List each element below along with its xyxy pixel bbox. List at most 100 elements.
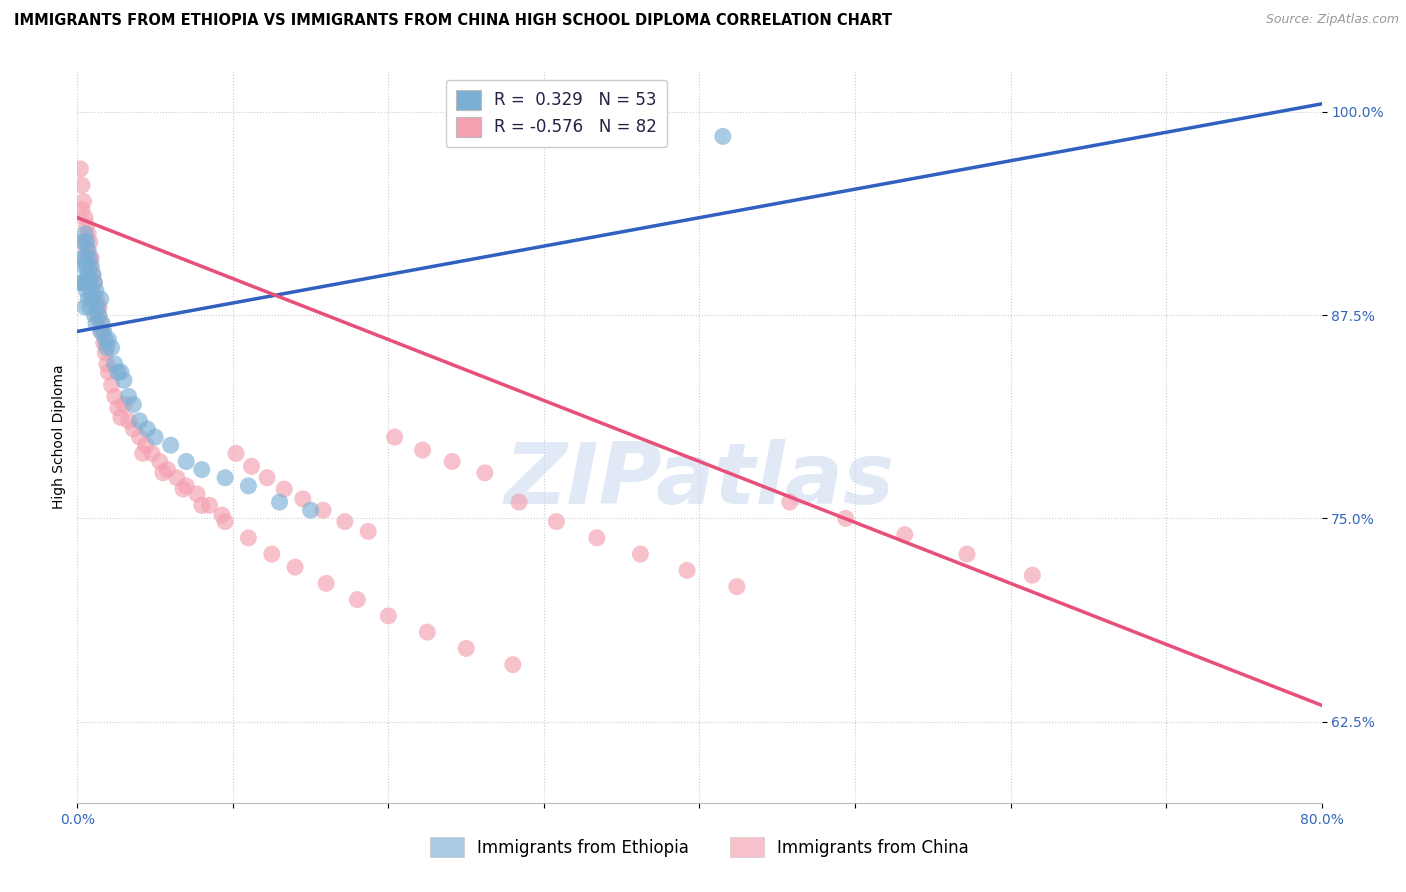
Point: [628, 547, 651, 561]
Point: [90, 316, 112, 330]
Point: [1187, 812, 1209, 826]
Point: [291, 491, 314, 506]
Point: [159, 438, 181, 452]
Point: [76, 260, 98, 274]
Point: [441, 454, 464, 468]
Point: [70, 252, 93, 266]
Point: [84, 284, 107, 298]
Point: [384, 430, 406, 444]
Point: [456, 641, 478, 656]
Point: [174, 454, 197, 468]
Point: [97, 365, 120, 379]
Point: [711, 129, 734, 144]
Point: [96, 357, 118, 371]
Point: [82, 292, 104, 306]
Point: [77, 227, 100, 241]
Point: [725, 580, 748, 594]
Point: [96, 341, 118, 355]
Point: [198, 499, 221, 513]
Point: [894, 527, 917, 541]
Point: [97, 333, 120, 347]
Point: [299, 503, 322, 517]
Point: [83, 276, 105, 290]
Text: Source: ZipAtlas.com: Source: ZipAtlas.com: [1265, 13, 1399, 27]
Legend: Immigrants from Ethiopia, Immigrants from China: Immigrants from Ethiopia, Immigrants fro…: [423, 830, 976, 864]
Point: [191, 499, 214, 513]
Point: [779, 495, 801, 509]
Point: [87, 300, 110, 314]
Point: [84, 292, 107, 306]
Point: [77, 292, 100, 306]
Point: [104, 357, 127, 371]
Point: [91, 316, 114, 330]
Point: [75, 235, 97, 249]
Point: [75, 211, 97, 225]
Point: [214, 515, 236, 529]
Point: [79, 300, 101, 314]
Point: [77, 243, 100, 257]
Point: [91, 325, 114, 339]
Point: [93, 335, 115, 350]
Point: [93, 325, 115, 339]
Point: [240, 459, 263, 474]
Point: [357, 524, 380, 539]
Point: [149, 454, 172, 468]
Point: [191, 462, 214, 476]
Point: [585, 531, 607, 545]
Point: [269, 495, 291, 509]
Point: [104, 389, 127, 403]
Point: [110, 410, 132, 425]
Point: [377, 608, 399, 623]
Y-axis label: High School Diploma: High School Diploma: [52, 365, 66, 509]
Point: [546, 515, 568, 529]
Point: [77, 252, 100, 266]
Point: [112, 398, 135, 412]
Point: [346, 592, 368, 607]
Point: [238, 531, 260, 545]
Point: [80, 252, 103, 266]
Point: [76, 284, 98, 298]
Point: [128, 430, 150, 444]
Point: [122, 422, 145, 436]
Point: [416, 625, 439, 640]
Point: [94, 345, 117, 359]
Point: [80, 284, 103, 298]
Point: [87, 308, 110, 322]
Point: [143, 430, 166, 444]
Point: [75, 227, 97, 241]
Point: [152, 466, 174, 480]
Point: [131, 446, 153, 460]
Point: [312, 503, 335, 517]
Point: [412, 443, 434, 458]
Point: [82, 292, 104, 306]
Point: [1021, 568, 1043, 582]
Point: [676, 563, 699, 577]
Point: [90, 292, 112, 306]
Point: [79, 235, 101, 249]
Point: [84, 316, 107, 330]
Point: [136, 422, 159, 436]
Point: [83, 276, 105, 290]
Point: [956, 547, 979, 561]
Point: [135, 438, 157, 452]
Point: [69, 276, 91, 290]
Point: [166, 471, 188, 485]
Point: [273, 482, 295, 496]
Point: [70, 202, 93, 217]
Point: [83, 308, 105, 322]
Point: [256, 471, 278, 485]
Point: [107, 365, 129, 379]
Point: [834, 511, 856, 525]
Point: [225, 446, 247, 460]
Point: [122, 398, 145, 412]
Point: [100, 378, 122, 392]
Point: [75, 300, 97, 314]
Point: [333, 515, 356, 529]
Text: IMMIGRANTS FROM ETHIOPIA VS IMMIGRANTS FROM CHINA HIGH SCHOOL DIPLOMA CORRELATIO: IMMIGRANTS FROM ETHIOPIA VS IMMIGRANTS F…: [14, 13, 891, 29]
Point: [110, 365, 132, 379]
Point: [214, 471, 236, 485]
Point: [118, 414, 141, 428]
Point: [156, 462, 179, 476]
Point: [80, 260, 103, 274]
Point: [172, 482, 194, 496]
